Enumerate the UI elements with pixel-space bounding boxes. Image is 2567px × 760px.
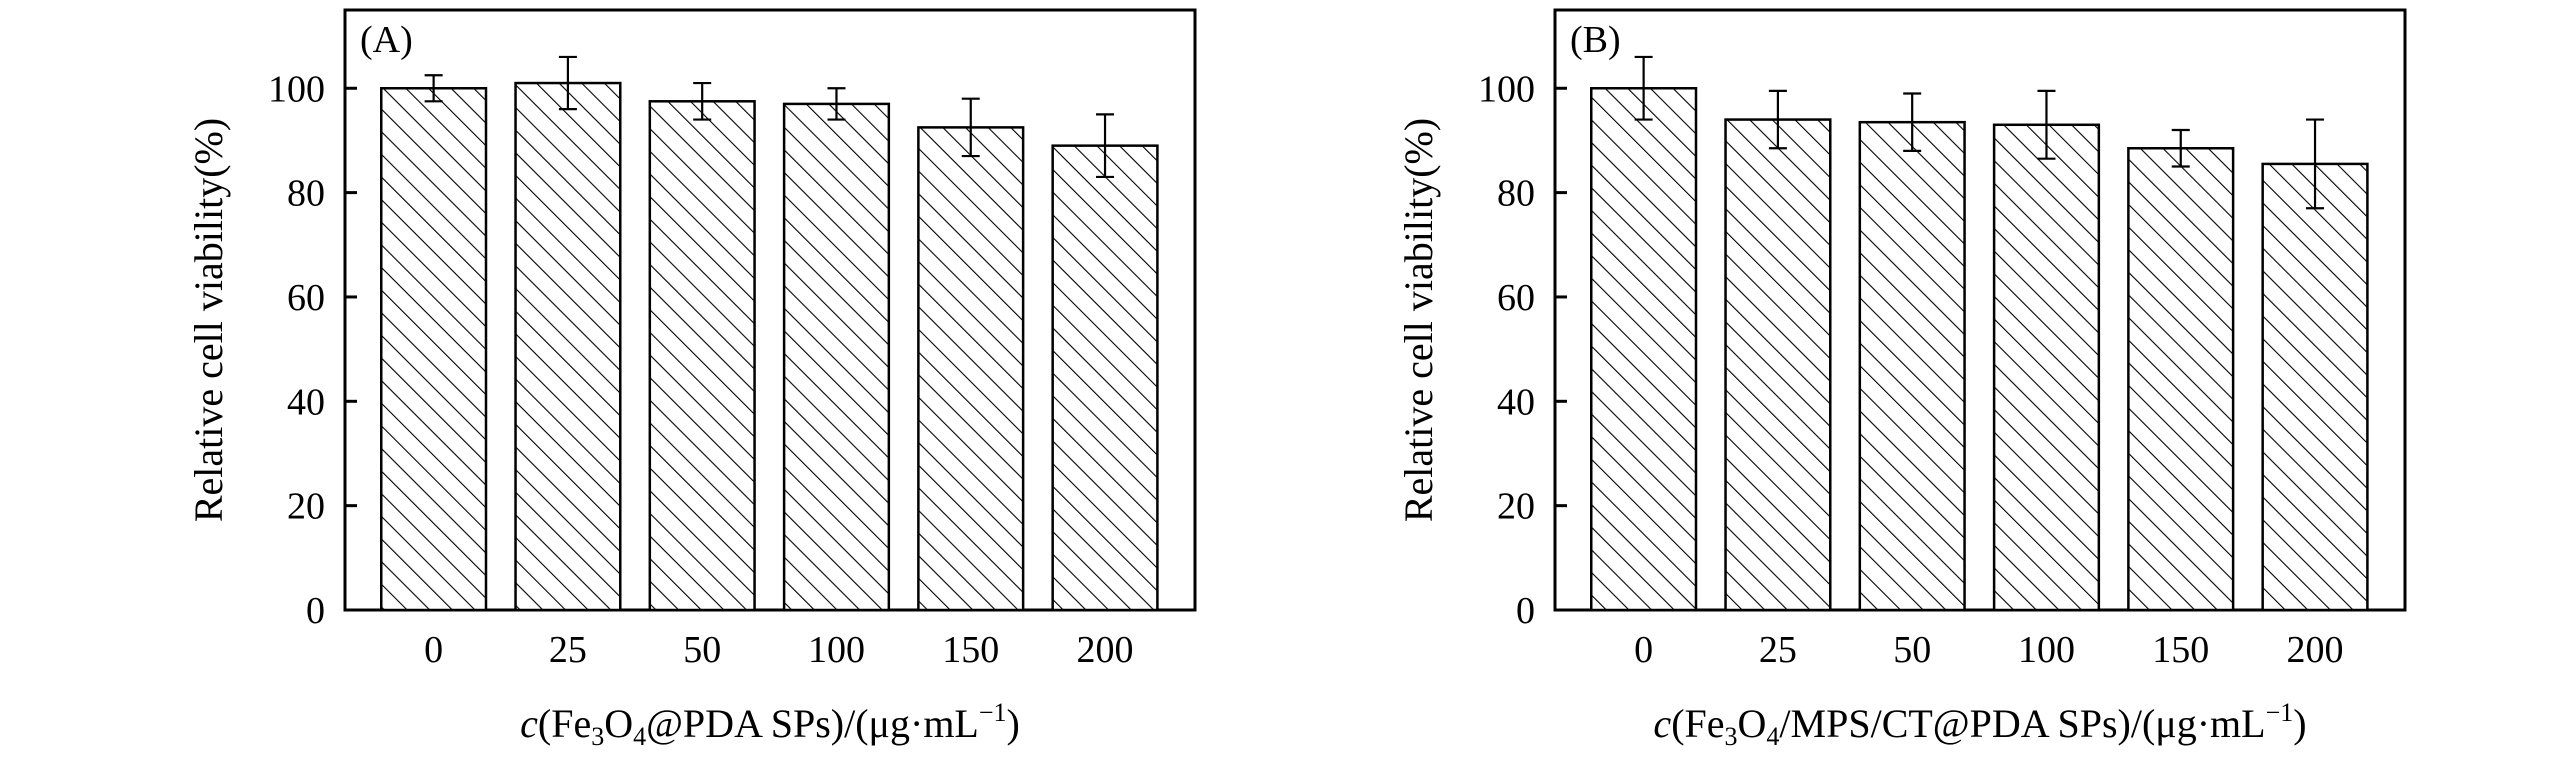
- plot-frame: [1553, 8, 2407, 612]
- y-tick-label: 80: [1497, 173, 1535, 215]
- x-tick-labels: 0 25 50 100 150 200: [424, 629, 1133, 671]
- error-bar-100: [2037, 89, 2056, 160]
- panel-a: (A) Relative cell viability(%) 0 20 40 60 80…: [186, 8, 1197, 751]
- y-tick-label: 40: [1497, 381, 1535, 423]
- panel-label: (A): [360, 19, 413, 61]
- x-tick-labels: 0 25 50 100 150 200: [1634, 629, 2343, 671]
- error-bar-50: [693, 81, 712, 121]
- bar-100: [1992, 123, 2101, 612]
- error-bar-100: [827, 87, 846, 121]
- y-axis: 0 20 40 60 80 100: [1478, 68, 1567, 632]
- bar-0: [380, 87, 488, 612]
- error-bar-25: [558, 55, 577, 111]
- x-axis-label: c(Fe3O4@PDA SPs)/(μg·mL−1): [520, 698, 1020, 751]
- bar-0: [1590, 87, 1698, 612]
- y-axis-label: Relative cell viability(%): [1396, 118, 1441, 522]
- bar-150: [917, 126, 1025, 612]
- bar-150: [2127, 147, 2235, 612]
- error-bar-200: [1096, 113, 1115, 179]
- y-tick-label: 40: [287, 381, 325, 423]
- error-bar-0: [1634, 55, 1653, 121]
- bar-200: [1051, 144, 1159, 612]
- y-tick-label: 80: [287, 173, 325, 215]
- bars: [380, 81, 1159, 612]
- bar-50: [1858, 120, 1966, 612]
- bar-25: [514, 81, 622, 612]
- x-tick-label: 25: [549, 629, 587, 671]
- error-bars: [1634, 55, 2325, 210]
- x-tick-label: 100: [2018, 629, 2075, 671]
- y-tick-label: 60: [1497, 277, 1535, 319]
- bar-50: [648, 100, 756, 612]
- x-axis-label: c(Fe3O4/MPS/CT@PDA SPs)/(μg·mL−1): [1653, 698, 2306, 751]
- bars: [1590, 87, 2369, 612]
- error-bar-25: [1768, 89, 1787, 150]
- y-tick-label: 0: [306, 590, 325, 632]
- y-tick-label: 60: [287, 277, 325, 319]
- x-tick-label: 50: [683, 629, 721, 671]
- error-bar-50: [1903, 92, 1922, 152]
- error-bar-0: [424, 74, 443, 103]
- bar-100: [782, 102, 891, 612]
- x-tick-label: 0: [1634, 629, 1653, 671]
- y-tick-label: 100: [1478, 68, 1535, 110]
- bar-200: [2261, 162, 2369, 612]
- y-tick-label: 20: [287, 486, 325, 528]
- y-tick-label: 100: [268, 68, 325, 110]
- x-tick-label: 200: [1077, 629, 1134, 671]
- error-bar-150: [2171, 128, 2190, 168]
- error-bars: [424, 55, 1115, 179]
- x-tick-label: 25: [1759, 629, 1797, 671]
- x-tick-label: 100: [808, 629, 865, 671]
- y-axis-label: Relative cell viability(%): [186, 118, 231, 522]
- plot-frame: [343, 8, 1197, 612]
- error-bar-200: [2306, 118, 2325, 210]
- bar-25: [1724, 118, 1832, 612]
- panel-label: (B): [1570, 19, 1621, 61]
- x-tick-label: 50: [1893, 629, 1931, 671]
- panel-b: (B) Relative cell viability(%) 0 20 40 60 80…: [1396, 8, 2407, 751]
- x-tick-label: 200: [2287, 629, 2344, 671]
- y-axis: 0 20 40 60 80 100: [268, 68, 357, 632]
- y-tick-label: 0: [1516, 590, 1535, 632]
- x-tick-label: 150: [942, 629, 999, 671]
- error-bar-150: [961, 97, 980, 158]
- x-tick-label: 0: [424, 629, 443, 671]
- y-tick-label: 20: [1497, 486, 1535, 528]
- x-tick-label: 150: [2152, 629, 2209, 671]
